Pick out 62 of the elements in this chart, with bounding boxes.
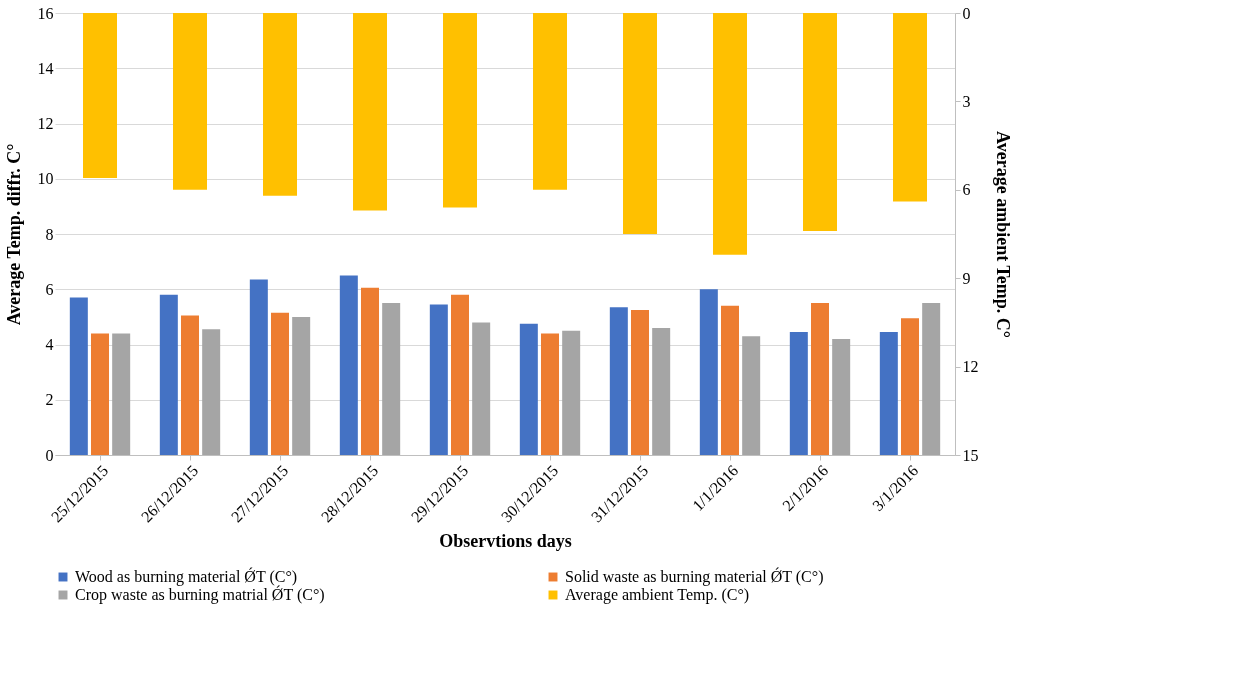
bar — [789, 332, 808, 455]
bar — [533, 13, 567, 190]
bar — [382, 303, 401, 455]
bar — [811, 303, 829, 455]
bar — [292, 316, 311, 455]
y-tick-label: 4 — [45, 336, 54, 353]
bar — [879, 332, 898, 455]
y2-tick-label: 12 — [962, 358, 979, 376]
y-tick-label: 12 — [37, 115, 54, 132]
bar — [472, 322, 491, 455]
bar — [339, 275, 358, 455]
bar — [91, 333, 109, 455]
legend-label: Wood as burning material ǾT (C°) — [75, 567, 298, 586]
bar — [832, 338, 851, 455]
legend-label: Average ambient Temp. (C°) — [565, 586, 750, 604]
bar — [69, 297, 88, 455]
bar — [271, 312, 289, 455]
bar — [353, 13, 387, 211]
bar — [443, 13, 477, 208]
bar — [623, 13, 657, 234]
bar — [803, 13, 837, 232]
bar — [263, 13, 297, 196]
x-axis-title: Observtions days — [439, 531, 572, 552]
bar — [202, 329, 221, 455]
bar — [893, 13, 927, 202]
bar — [249, 279, 268, 455]
bar — [361, 287, 379, 455]
bar — [901, 318, 919, 455]
y-tick-label: 6 — [45, 280, 54, 298]
bar — [742, 336, 761, 455]
legend-label: Solid waste as burning material ǾT (C°) — [565, 567, 824, 586]
y-tick-label: 16 — [37, 4, 54, 22]
y-tick-label: 2 — [45, 391, 54, 409]
y-tick-label: 14 — [37, 59, 54, 77]
bar — [652, 327, 671, 455]
legend-label: Crop waste as burning matrial ǾT (C°) — [75, 585, 325, 604]
bar — [112, 333, 131, 455]
y-tick-label: 0 — [45, 446, 54, 464]
bar — [173, 13, 207, 190]
bar — [429, 304, 448, 455]
y2-axis-title: Average ambient Temp. C° — [992, 131, 1013, 338]
y2-tick-label: 9 — [962, 269, 971, 287]
y2-tick-label: 3 — [962, 92, 971, 110]
bar — [159, 294, 178, 455]
bar — [562, 330, 581, 455]
bar — [181, 315, 199, 455]
bar — [519, 323, 538, 455]
y-tick-label: 8 — [45, 225, 54, 243]
y-tick-label: 10 — [37, 170, 54, 188]
bar — [721, 305, 739, 455]
bar — [541, 333, 559, 455]
bar — [922, 303, 941, 455]
bar — [631, 309, 649, 455]
bar — [83, 13, 117, 179]
bar — [451, 294, 469, 455]
bar — [609, 307, 628, 455]
y2-tick-label: 6 — [962, 181, 971, 199]
bar — [699, 289, 718, 455]
y2-tick-label: 15 — [962, 446, 979, 464]
bar — [713, 13, 747, 255]
y-axis-title: Average Temp. diffr. C° — [3, 143, 24, 326]
y2-tick-label: 0 — [962, 4, 971, 22]
